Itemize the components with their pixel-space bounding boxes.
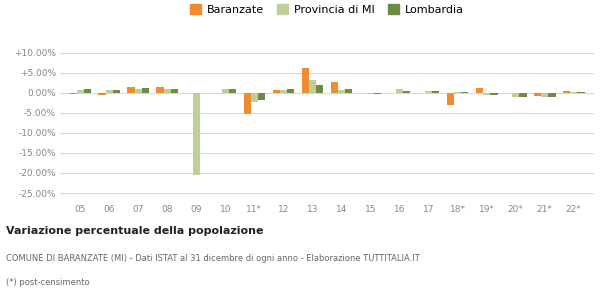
Bar (432, 92, 439, 93)
Bar (367, 93, 374, 94)
Bar (577, 92, 584, 93)
Text: COMUNE DI BARANZATE (MI) - Dati ISTAT al 31 dicembre di ogni anno - Elaborazione: COMUNE DI BARANZATE (MI) - Dati ISTAT al… (6, 254, 420, 263)
Bar (157, 87, 164, 93)
Legend: Baranzate, Provincia di MI, Lombardia: Baranzate, Provincia di MI, Lombardia (187, 1, 467, 18)
Text: Variazione percentuale della popolazione: Variazione percentuale della popolazione (6, 226, 263, 236)
Bar (77, 90, 84, 93)
Bar (570, 92, 577, 93)
Bar (447, 93, 454, 105)
Bar (244, 93, 251, 114)
Bar (251, 93, 258, 102)
Bar (272, 90, 280, 93)
Bar (142, 88, 149, 93)
Bar (316, 85, 323, 93)
Bar (280, 90, 287, 93)
Bar (287, 89, 295, 93)
Bar (512, 93, 519, 97)
Bar (345, 89, 352, 93)
Text: (*) post-censimento: (*) post-censimento (6, 278, 89, 287)
Bar (461, 92, 469, 93)
Bar (309, 80, 316, 93)
Bar (70, 93, 77, 94)
Bar (222, 89, 229, 93)
Bar (171, 88, 178, 93)
Bar (113, 90, 120, 93)
Bar (425, 91, 432, 93)
Bar (519, 93, 527, 98)
Bar (483, 93, 490, 94)
Bar (135, 88, 142, 93)
Bar (84, 89, 91, 93)
Bar (476, 88, 483, 93)
Bar (164, 88, 171, 93)
Bar (127, 87, 135, 93)
Bar (338, 90, 345, 93)
Bar (403, 92, 410, 93)
Bar (331, 82, 338, 93)
Bar (541, 93, 548, 97)
Bar (490, 93, 497, 94)
Bar (106, 90, 113, 93)
Bar (548, 93, 556, 97)
Bar (374, 93, 382, 94)
Bar (98, 93, 106, 95)
Bar (534, 93, 541, 96)
Bar (396, 89, 403, 93)
Bar (229, 89, 236, 93)
Bar (302, 68, 309, 93)
Bar (193, 93, 200, 175)
Bar (454, 92, 461, 93)
Bar (258, 93, 265, 100)
Bar (563, 91, 570, 93)
